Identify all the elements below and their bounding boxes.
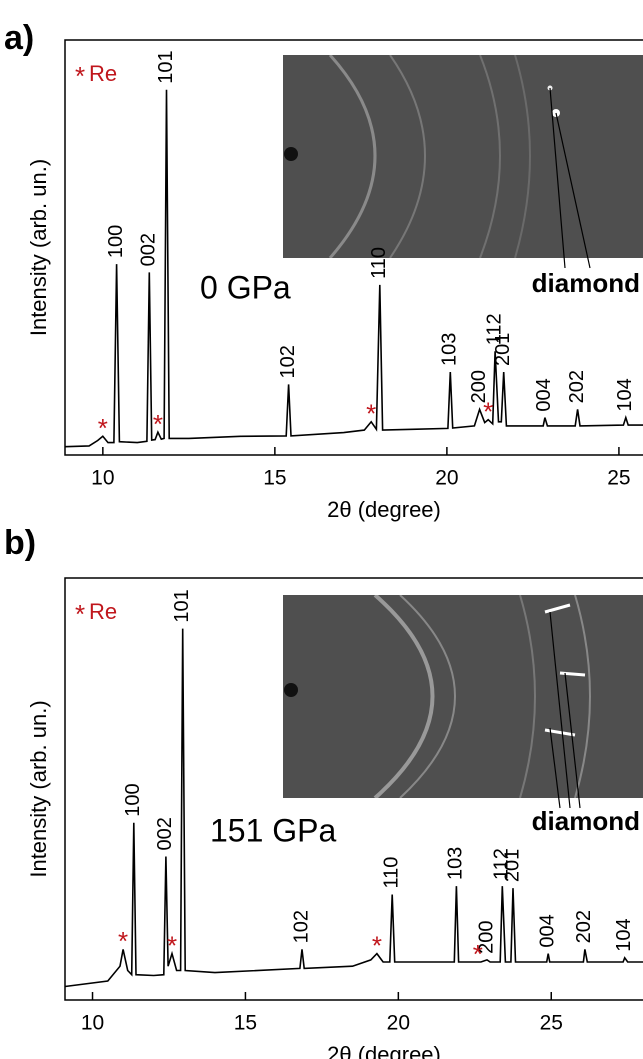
inset-image <box>283 55 643 258</box>
panel-label: b) <box>4 524 36 562</box>
peak-label: 110 <box>381 857 403 889</box>
re-marker: * <box>153 409 163 439</box>
x-tick-label: 25 <box>540 1012 563 1035</box>
peak-label: 112 <box>483 313 505 345</box>
peak-label: 201 <box>492 333 514 366</box>
peak-label: 102 <box>290 910 312 943</box>
x-tick-label: 15 <box>234 1012 257 1035</box>
legend-marker: * <box>75 599 85 629</box>
peak-label: 104 <box>613 918 635 951</box>
axis-frame <box>64 39 643 456</box>
x-axis-label: 2θ (degree) <box>327 1042 441 1059</box>
pointer <box>555 112 591 269</box>
peak-label: 101 <box>171 589 193 622</box>
x-tick-label: 10 <box>91 467 114 490</box>
pointer <box>549 727 561 809</box>
peak-label: 101 <box>155 50 177 83</box>
pointer <box>549 87 566 269</box>
peak-label: 002 <box>138 233 160 266</box>
pointer <box>564 672 581 809</box>
peak-label: 202 <box>566 370 588 403</box>
x-tick-label: 10 <box>81 1012 104 1035</box>
peak-label: 200 <box>475 921 497 954</box>
inset-image <box>283 595 643 798</box>
y-axis-label: Intensity (arb. un.) <box>26 159 51 336</box>
inset-label: diamond <box>532 806 640 836</box>
peak-label: 103 <box>439 333 461 366</box>
y-axis-label: Intensity (arb. un.) <box>26 700 51 877</box>
pattern-line <box>64 628 643 988</box>
peak-label: 100 <box>105 225 127 258</box>
re-marker: * <box>473 939 483 969</box>
peak-label: 102 <box>277 345 299 378</box>
peak-label: 200 <box>468 370 490 403</box>
pointer <box>549 611 571 809</box>
axis-frame <box>64 577 643 1001</box>
peak-label: 002 <box>154 817 176 850</box>
x-tick-label: 20 <box>387 1012 410 1035</box>
legend-label: Re <box>89 61 117 86</box>
peak-label: 004 <box>536 914 558 947</box>
re-marker: * <box>167 930 177 960</box>
panel-label: a) <box>4 19 34 57</box>
peak-label: 004 <box>533 378 555 411</box>
peak-label: 201 <box>501 849 523 882</box>
inset-label: diamond <box>532 268 640 298</box>
re-marker: * <box>483 397 493 427</box>
re-marker: * <box>118 926 128 956</box>
re-marker: * <box>98 413 108 443</box>
panel-title: 151 GPa <box>210 812 337 848</box>
peak-label: 103 <box>445 847 467 880</box>
peak-label: 104 <box>614 378 636 411</box>
pattern-line <box>64 89 643 448</box>
re-marker: * <box>366 399 376 429</box>
peak-label: 110 <box>368 247 390 279</box>
panel-title: 0 GPa <box>200 269 291 305</box>
peak-label: 202 <box>573 910 595 943</box>
peak-label: 112 <box>491 848 513 880</box>
x-tick-label: 20 <box>435 467 458 490</box>
legend-marker: * <box>75 61 85 91</box>
x-tick-label: 25 <box>607 467 630 490</box>
peak-label: 100 <box>122 783 144 816</box>
x-tick-label: 15 <box>263 467 286 490</box>
x-axis-label: 2θ (degree) <box>327 497 441 522</box>
legend-label: Re <box>89 599 117 624</box>
re-marker: * <box>372 930 382 960</box>
